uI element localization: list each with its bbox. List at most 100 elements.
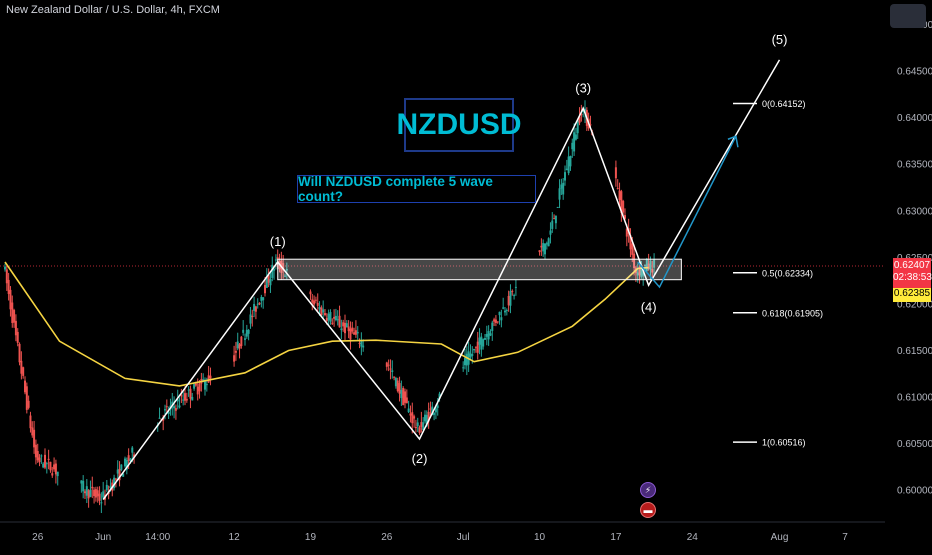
candle-body [105, 484, 108, 491]
candle-body [393, 376, 396, 378]
fib-level-label: 0.618(0.61905) [762, 308, 823, 318]
candle-body [314, 299, 317, 301]
candle-body [653, 259, 656, 268]
candle-body [414, 426, 417, 429]
candle-body [11, 302, 14, 323]
candle-body [413, 416, 416, 419]
y-tick-label: 0.62000 [897, 299, 932, 310]
y-tick-label: 0.61500 [897, 346, 932, 357]
candle-body [100, 502, 103, 504]
lightning-icon[interactable]: ⚡ [640, 482, 656, 498]
candle-body [114, 478, 117, 480]
candle-body [245, 329, 248, 337]
candle-body [4, 266, 6, 270]
candle-body [102, 491, 105, 498]
candle-body [514, 286, 517, 288]
x-tick-label: 26 [381, 532, 393, 543]
candle-body [118, 468, 121, 481]
candle-body [313, 300, 316, 305]
candle-body [496, 321, 499, 323]
wave-label: (4) [641, 299, 657, 314]
candle-body [124, 458, 126, 467]
candle-body [267, 275, 270, 283]
candle-body [547, 238, 550, 247]
candle-body [256, 303, 259, 305]
candle-body [344, 322, 346, 334]
candle-body [171, 401, 174, 406]
candle-body [389, 368, 392, 370]
candle-body [391, 370, 394, 373]
candle-body [16, 331, 19, 343]
candle-body [425, 414, 428, 426]
candle-body [431, 406, 434, 416]
candle-body [184, 393, 186, 401]
candle-body [418, 427, 421, 434]
x-tick-label: 10 [534, 532, 546, 543]
candle-body [511, 290, 514, 292]
candle-body [404, 391, 406, 403]
candle-body [342, 322, 345, 327]
x-tick-label: 14:00 [145, 532, 170, 543]
y-tick-label: 0.60000 [897, 486, 932, 497]
candle-body [80, 480, 83, 484]
candle-body [484, 338, 486, 340]
candle-body [187, 389, 190, 391]
candle-body [582, 110, 585, 112]
candle-body [331, 322, 334, 324]
candle-body [122, 473, 125, 477]
candle-body [254, 306, 257, 312]
candle-body [31, 427, 34, 436]
candle-body [362, 345, 365, 348]
candle-body [242, 329, 245, 333]
candle-body [398, 383, 401, 394]
candle-body [507, 295, 510, 306]
candle-body [329, 312, 332, 322]
last-price-tag: 0.62407 02:38:53 [893, 258, 932, 292]
candle-body [631, 243, 634, 255]
candle-body [18, 343, 21, 363]
candle-body [407, 408, 410, 413]
candle-body [500, 317, 503, 321]
candle-body [113, 477, 116, 489]
candle-body [513, 295, 516, 297]
candle-body [434, 408, 437, 413]
candle-body [438, 393, 441, 399]
candle-body [56, 471, 59, 477]
candle-body [551, 220, 554, 229]
candle-body [640, 265, 643, 277]
bar-countdown: 02:38:53 [893, 272, 932, 283]
candle-body [282, 263, 285, 271]
candle-body [247, 329, 250, 334]
us-flag-icon[interactable]: ▬ [640, 502, 656, 518]
candle-body [494, 319, 497, 323]
y-tick-label: 0.63500 [897, 160, 932, 171]
candle-body [427, 411, 430, 422]
candle-body [176, 399, 179, 402]
candle-body [625, 228, 628, 237]
chart-menu-button[interactable] [890, 4, 926, 28]
candle-body [569, 156, 572, 167]
candle-body [564, 172, 566, 181]
candle-body [51, 473, 54, 476]
candle-body [333, 316, 336, 319]
candle-body [91, 486, 94, 489]
candle-body [416, 422, 419, 427]
candle-body [234, 350, 237, 353]
candle-body [42, 463, 45, 468]
x-tick-label: 24 [687, 532, 699, 543]
candle-body [165, 406, 168, 408]
candle-body [489, 333, 492, 336]
candle-body [584, 108, 586, 114]
candle-body [493, 319, 496, 322]
x-tick-label: 17 [610, 532, 622, 543]
candle-body [620, 191, 623, 213]
candle-body [578, 116, 581, 123]
candle-body [36, 451, 39, 461]
candle-body [482, 339, 485, 347]
candle-body [273, 269, 276, 271]
x-tick-label: Jul [457, 532, 470, 543]
candle-body [120, 464, 123, 470]
candle-body [253, 304, 256, 311]
